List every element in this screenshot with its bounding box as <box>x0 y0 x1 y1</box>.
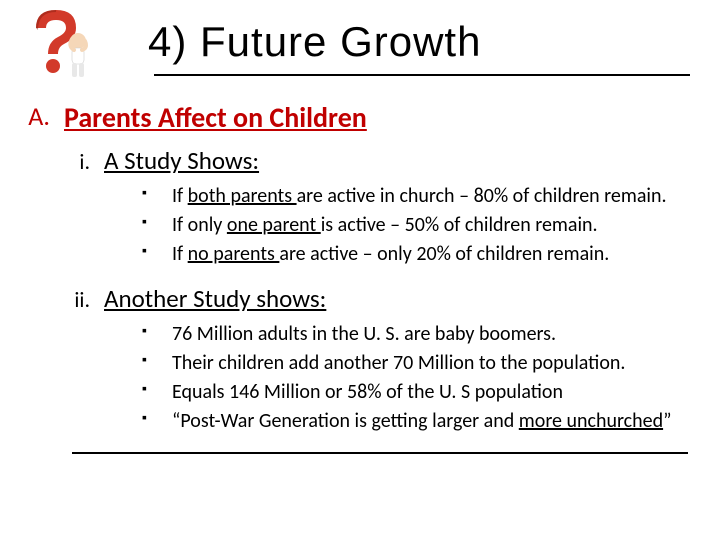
title-underline <box>154 74 690 76</box>
sub-ii-label: ii. <box>70 286 90 313</box>
bottom-rule <box>72 452 688 454</box>
bullet-underline: one parent <box>227 213 321 237</box>
sub-i-label: i. <box>70 148 90 175</box>
sub-ii-heading: Another Study shows: <box>104 283 326 314</box>
bullet-post: are active in church – 80% of children r… <box>297 184 667 208</box>
sub-ii-bullets: 76 Million adults in the U. S. are baby … <box>70 320 696 436</box>
bullet-text: Their children add another 70 Million to… <box>172 351 625 375</box>
bullet-underline: both parents <box>188 184 297 208</box>
sub-i-bullets: If both parents are active in church – 8… <box>70 182 696 269</box>
list-item: 76 Million adults in the U. S. are baby … <box>142 320 696 349</box>
sub-ii: ii. Another Study shows: 76 Million adul… <box>24 283 696 436</box>
section-heading: Parents Affect on Children <box>64 100 367 135</box>
bullet-text: Equals 146 Million or 58% of the U. S po… <box>172 380 563 404</box>
slide: 4) Future Growth A. Parents Affect on Ch… <box>0 0 720 540</box>
bullet-post: is active – 50% of children remain. <box>321 213 598 237</box>
bullet-pre: If <box>172 242 188 266</box>
slide-title: 4) Future Growth <box>148 18 481 66</box>
question-mark-figure-icon <box>30 8 92 80</box>
bullet-pre: If only <box>172 213 227 237</box>
list-item: Their children add another 70 Million to… <box>142 349 696 378</box>
sub-i-heading: A Study Shows: <box>104 145 259 176</box>
list-item: If only one parent is active – 50% of ch… <box>142 211 696 240</box>
sub-i: i. A Study Shows: If both parents are ac… <box>24 145 696 269</box>
section-A: A. Parents Affect on Children <box>24 100 696 135</box>
bullet-pre: “Post-War Generation is getting larger a… <box>172 409 519 433</box>
list-item: Equals 146 Million or 58% of the U. S po… <box>142 378 696 407</box>
section-label: A. <box>24 100 50 135</box>
list-item: “Post-War Generation is getting larger a… <box>142 407 696 436</box>
list-item: If no parents are active – only 20% of c… <box>142 240 696 269</box>
list-item: If both parents are active in church – 8… <box>142 182 696 211</box>
bullet-post: ” <box>663 409 671 433</box>
sub-i-row: i. A Study Shows: <box>70 145 696 176</box>
bullet-text: 76 Million adults in the U. S. are baby … <box>172 322 556 346</box>
title-row: 4) Future Growth <box>24 8 696 80</box>
bullet-underline: no parents <box>188 242 280 266</box>
sub-ii-row: ii. Another Study shows: <box>70 283 696 314</box>
bullet-pre: If <box>172 184 188 208</box>
bullet-post: are active – only 20% of children remain… <box>279 242 609 266</box>
bullet-underline: more unchurched <box>519 409 663 433</box>
